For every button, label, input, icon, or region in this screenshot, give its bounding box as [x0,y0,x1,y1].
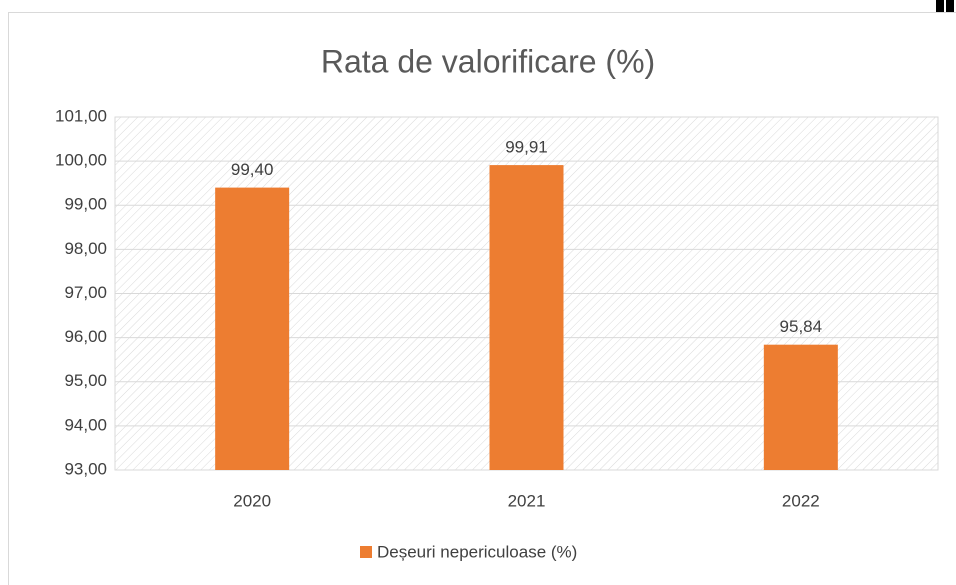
y-tick-label: 95,00 [64,371,107,390]
data-label: 99,40 [231,160,274,179]
data-label: 95,84 [780,317,823,336]
corner-mark [946,0,954,12]
y-tick-label: 101,00 [55,106,107,125]
x-tick-label: 2022 [782,491,820,510]
corner-mark [936,0,944,12]
chart-title: Rata de valorificare (%) [321,43,655,79]
x-tick-label: 2021 [508,491,546,510]
y-tick-label: 100,00 [55,151,107,170]
y-tick-label: 99,00 [64,195,107,214]
legend-swatch [360,546,372,558]
y-tick-label: 93,00 [64,459,107,478]
legend-label: Deșeuri nepericuloase (%) [377,542,577,561]
y-tick-label: 97,00 [64,283,107,302]
y-tick-label: 98,00 [64,239,107,258]
y-tick-label: 96,00 [64,327,107,346]
bar [763,344,838,470]
x-tick-label: 2020 [233,491,271,510]
bar [489,165,564,470]
y-tick-label: 94,00 [64,415,107,434]
data-label: 99,91 [505,138,548,157]
bar [215,187,290,470]
